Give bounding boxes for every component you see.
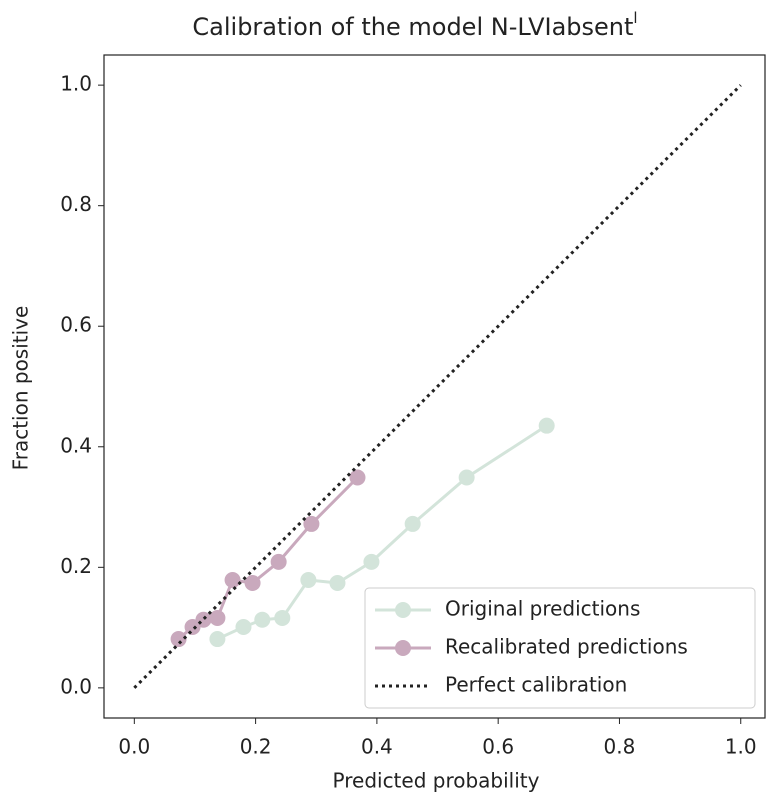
y-tick-label: 0.0 <box>60 674 92 698</box>
legend-label: Recalibrated predictions <box>445 635 688 659</box>
data-point <box>195 611 212 628</box>
x-tick-label: 0.2 <box>240 735 272 759</box>
legend: Original predictions Recalibrated predict… <box>364 587 756 709</box>
y-axis-label: Fraction positive <box>9 306 33 471</box>
x-tick-label: 1.0 <box>725 735 757 759</box>
x-tick-label: 0.6 <box>482 735 514 759</box>
data-point <box>538 417 555 434</box>
data-point <box>300 571 317 588</box>
chart-title: Calibration of the model N-LVIabsentl <box>192 9 637 42</box>
data-point <box>270 553 287 570</box>
data-point <box>274 609 291 626</box>
data-point <box>235 618 252 635</box>
data-point <box>209 609 226 626</box>
data-point <box>303 515 320 532</box>
data-point <box>244 574 261 591</box>
data-point <box>349 469 366 486</box>
series-line <box>216 424 548 641</box>
legend-label: Original predictions <box>445 597 640 621</box>
data-point <box>329 574 346 591</box>
legend-marker <box>395 640 411 656</box>
x-tick-label: 0.8 <box>604 735 636 759</box>
data-point <box>254 611 271 628</box>
y-tick-label: 0.8 <box>60 192 92 216</box>
legend-label: Perfect calibration <box>445 673 627 697</box>
data-point <box>209 631 226 648</box>
x-tick-label: 0.4 <box>361 735 393 759</box>
data-point <box>224 571 241 588</box>
y-tick-label: 0.6 <box>60 313 92 337</box>
x-tick-label: 0.0 <box>118 735 150 759</box>
data-point <box>170 631 187 648</box>
data-point <box>404 515 421 532</box>
axes-frame <box>103 54 766 719</box>
data-point <box>363 553 380 570</box>
data-point <box>458 469 475 486</box>
y-tick-label: 0.4 <box>60 433 92 457</box>
legend-box <box>364 587 756 709</box>
y-tick-label: 1.0 <box>60 72 92 96</box>
y-tick-label: 0.2 <box>60 554 92 578</box>
legend-marker <box>395 602 411 618</box>
x-axis-label: Predicted probability <box>333 769 540 793</box>
series-line <box>133 84 742 689</box>
